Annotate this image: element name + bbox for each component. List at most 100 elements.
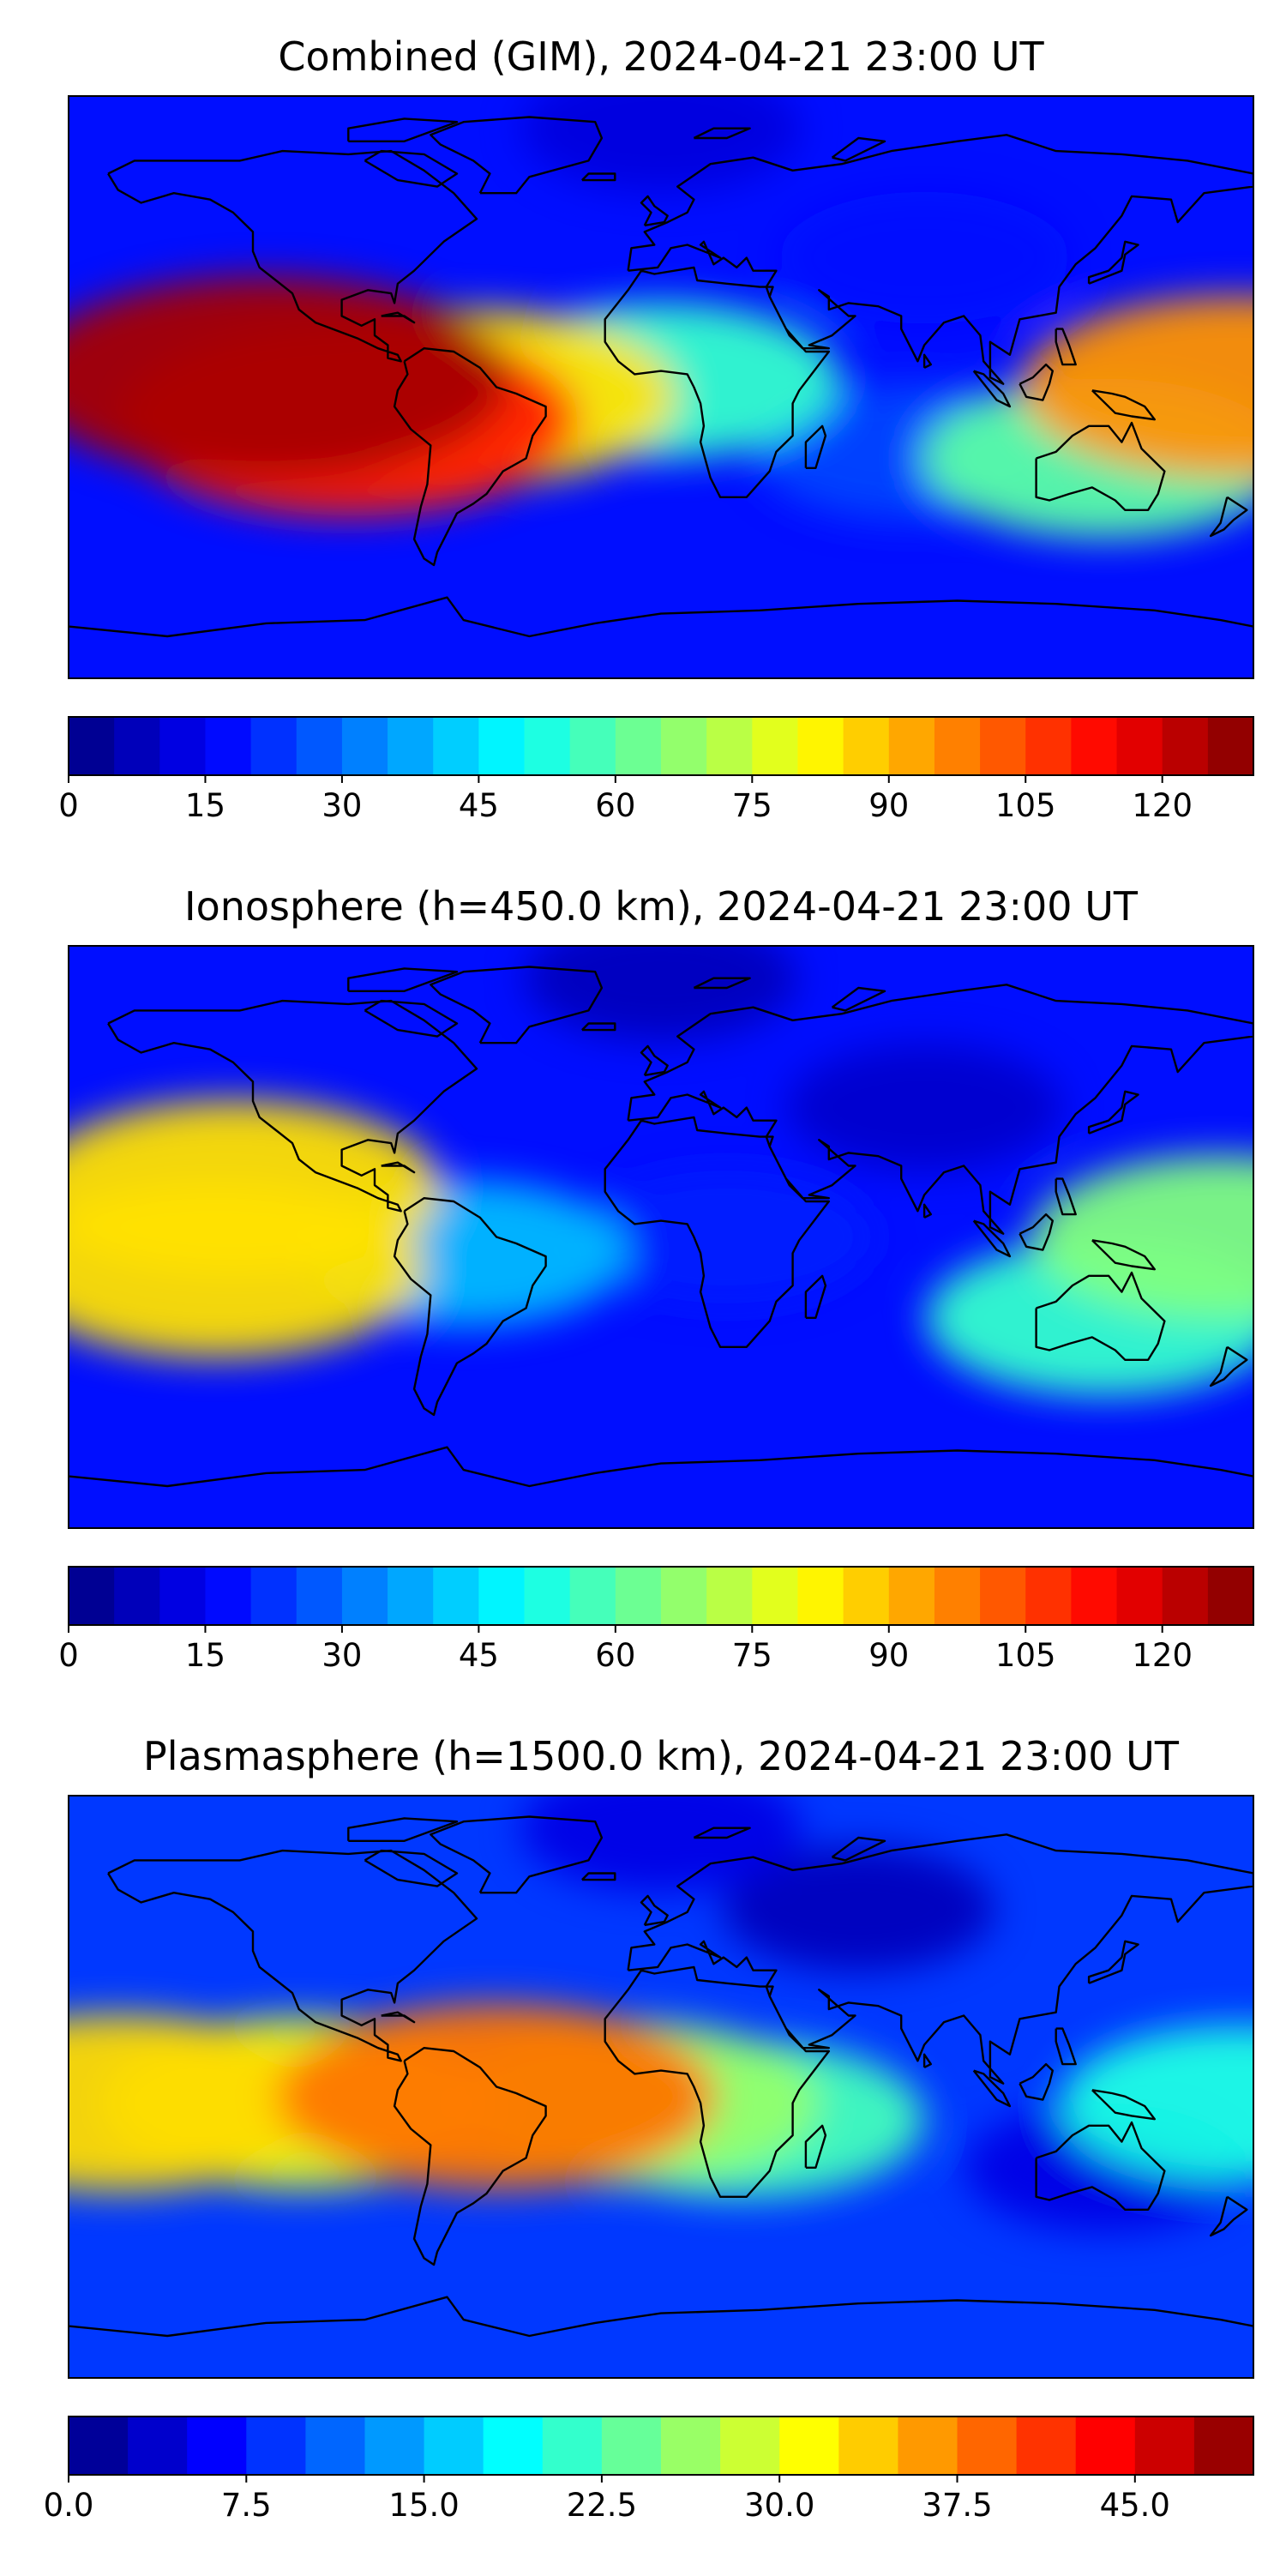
coastline-philippines — [1055, 328, 1077, 366]
tec-blob — [1060, 2025, 1253, 2181]
map-frame — [68, 1795, 1254, 2379]
colorbar-tick-label: 22.5 — [567, 2487, 637, 2524]
colorbar-tick-label: 7.5 — [221, 2487, 272, 2524]
colorbar-segment — [615, 717, 662, 775]
coastline-north-america — [107, 149, 478, 363]
colorbar-segment — [187, 2417, 247, 2475]
colorbar-segment — [706, 717, 753, 775]
coastline-new-zealand — [1209, 1345, 1248, 1387]
colorbar-tick-label: 30 — [322, 787, 362, 824]
coastline-japan — [1087, 1090, 1139, 1135]
coastline-new-guinea — [1091, 2089, 1157, 2121]
coastline-borneo — [1019, 2062, 1055, 2101]
colorbar-segment — [1193, 2417, 1254, 2475]
coastline-eurasia-africa — [604, 984, 1253, 1349]
tec-blob — [778, 191, 1070, 324]
coastline-sri-lanka — [922, 353, 933, 369]
colorbar-tick-label: 105 — [995, 787, 1056, 824]
world-heatmap — [68, 1795, 1254, 2379]
colorbar-segment — [246, 2417, 306, 2475]
tec-blob — [722, 1846, 995, 1972]
colorbar-segment — [250, 1567, 297, 1625]
panel-combined: Combined (GIM), 2024-04-21 23:00 UT 0 15 3… — [58, 33, 1254, 824]
tec-field — [69, 1796, 1253, 2232]
coastline-greenland — [430, 966, 604, 1044]
coastline-baffin — [364, 149, 459, 188]
coastline-south-america — [393, 347, 547, 567]
coastline-ellesmere — [347, 967, 459, 993]
colorbar-tick-label: 90 — [868, 1637, 909, 1674]
tec-blob — [521, 96, 801, 193]
colorbar-segment — [69, 2417, 129, 2475]
colorbar-segment — [888, 717, 935, 775]
coastline-borneo — [1019, 363, 1055, 401]
colorbar-segment — [980, 717, 1026, 775]
colorbar-segment — [843, 1567, 890, 1625]
colorbar-segment — [797, 717, 844, 775]
colorbar-tick-label: 15 — [185, 787, 225, 824]
coastline-japan — [1087, 240, 1139, 285]
tec-blob — [69, 2014, 326, 2192]
tec-blob — [580, 1170, 874, 1304]
colorbar: 0.0 7.5 15.0 22.5 30.0 37.5 45.0 — [44, 2416, 1254, 2524]
coastline-svalbard — [693, 1827, 751, 1839]
colorbar-segment — [752, 1567, 799, 1625]
coastline-eurasia-africa — [604, 1833, 1253, 2199]
colorbar-segment — [128, 2417, 188, 2475]
colorbar: 0 15 30 45 60 75 90 105 120 — [58, 716, 1254, 824]
coastline-new-zealand — [1209, 2195, 1248, 2237]
coastline-novaya-zemlya — [831, 1836, 886, 1862]
coastline-uk — [640, 1044, 669, 1077]
colorbar-segment — [779, 2417, 839, 2475]
coastline-greenland — [430, 116, 604, 195]
coastline-japan — [1087, 1940, 1139, 1984]
coastline-sumatra — [972, 1219, 1012, 1258]
colorbar-segment — [388, 1567, 434, 1625]
colorbar: 0 15 30 45 60 75 90 105 120 — [58, 1566, 1254, 1674]
tec-blob — [525, 946, 797, 1041]
coastline-novaya-zemlya — [831, 986, 886, 1012]
coastlines — [69, 966, 1253, 1488]
colorbar-segment — [424, 2417, 484, 2475]
colorbar-segment — [1016, 2417, 1077, 2475]
colorbar-tick-label: 0 — [58, 787, 79, 824]
coastline-sumatra — [972, 2069, 1012, 2108]
coastline-greenland — [430, 1815, 604, 1894]
coastline-antarctica — [69, 2296, 1253, 2338]
colorbar-tick-label: 45 — [459, 1637, 499, 1674]
colorbar-segment — [1116, 717, 1163, 775]
colorbar-tick-label: 60 — [595, 1637, 635, 1674]
coastlines — [69, 116, 1253, 638]
colorbar-segment — [1134, 2417, 1195, 2475]
colorbar-segment — [524, 717, 571, 775]
coastline-sumatra — [972, 370, 1012, 408]
colorbar-frame — [68, 1566, 1254, 1626]
colorbar-segment — [569, 717, 616, 775]
tec-blob — [69, 1181, 424, 1357]
coastline-baffin — [364, 999, 459, 1038]
colorbar-segment — [250, 717, 297, 775]
coastline-uk — [640, 1894, 669, 1927]
coastline-north-america — [107, 999, 478, 1213]
colorbar-segment — [114, 1567, 160, 1625]
tec-field — [69, 96, 1253, 539]
coastline-australia — [1035, 2121, 1166, 2212]
colorbar-tick-label: 15.0 — [388, 2487, 459, 2524]
coastline-madagascar — [804, 1274, 827, 1320]
colorbar-segment — [1025, 1567, 1072, 1625]
colorbar-segment — [980, 1567, 1026, 1625]
coastline-iceland — [581, 172, 616, 182]
world-heatmap — [68, 945, 1254, 1529]
coastline-iceland — [581, 1022, 616, 1032]
colorbar-segment — [69, 717, 115, 775]
colorbar-segment — [934, 717, 981, 775]
coastline-novaya-zemlya — [831, 136, 886, 162]
colorbar-segment — [843, 717, 890, 775]
coastline-baffin — [364, 1849, 459, 1887]
colorbar-segment — [569, 1567, 616, 1625]
coastline-ellesmere — [347, 1817, 459, 1843]
colorbar-segment — [341, 717, 388, 775]
tec-blob — [69, 276, 510, 479]
coastline-antarctica — [69, 1446, 1253, 1488]
colorbar-tick-label: 75 — [732, 1637, 772, 1674]
